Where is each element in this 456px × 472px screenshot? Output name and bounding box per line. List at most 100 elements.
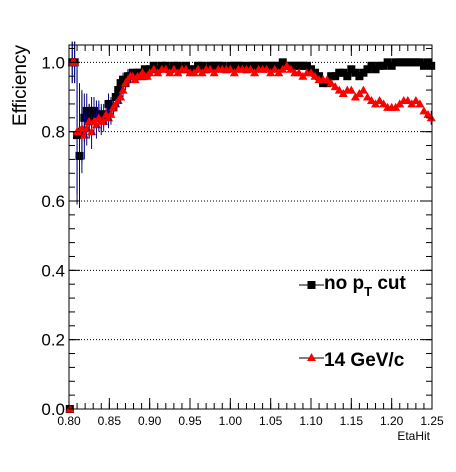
data-point bbox=[331, 72, 340, 81]
data-point bbox=[403, 58, 412, 67]
data-point bbox=[335, 68, 344, 77]
data-point bbox=[286, 64, 296, 73]
data-point bbox=[419, 106, 429, 115]
data-point bbox=[330, 82, 340, 91]
data-point bbox=[362, 92, 372, 101]
data-point bbox=[367, 95, 376, 104]
y-tick-label: 1.0 bbox=[41, 53, 65, 72]
data-point bbox=[274, 61, 283, 70]
legend-label-main: no p bbox=[324, 273, 364, 294]
data-point bbox=[118, 85, 128, 94]
data-point bbox=[290, 61, 299, 70]
legend-label-14-gev: 14 GeV/c bbox=[324, 350, 405, 371]
legend-marker-triangle bbox=[307, 353, 316, 361]
data-point bbox=[371, 65, 380, 74]
tick-labels: 0.0 0.2 0.4 0.6 0.8 1.0 0.80 0.85 0.90 0.95 1.00 1.… bbox=[41, 53, 444, 428]
y-tick-label: 0.4 bbox=[41, 261, 65, 280]
data-point bbox=[383, 58, 392, 67]
x-tick-label: 1.05 bbox=[259, 414, 283, 428]
data-point bbox=[114, 86, 123, 95]
y-tick-label: 0.8 bbox=[41, 123, 65, 142]
data-point bbox=[326, 78, 336, 87]
legend-label-end: cut bbox=[372, 273, 406, 294]
data-point bbox=[411, 58, 420, 67]
x-tick-label: 1.00 bbox=[219, 414, 243, 428]
legend: no pT cut 14 GeV/c bbox=[299, 273, 407, 371]
legend-entry-14-gev: 14 GeV/c bbox=[299, 350, 405, 371]
data-point bbox=[173, 61, 182, 70]
data-point bbox=[310, 71, 320, 80]
legend-marker-square bbox=[307, 281, 316, 289]
data-point bbox=[262, 64, 272, 73]
data-point bbox=[302, 61, 311, 70]
y-tick-label: 0.0 bbox=[41, 400, 65, 419]
data-point bbox=[294, 68, 304, 77]
x-tick-label: 0.80 bbox=[57, 414, 81, 428]
data-point bbox=[210, 61, 219, 70]
x-tick-label: 1.25 bbox=[420, 414, 444, 428]
y-tick-label: 0.2 bbox=[41, 331, 65, 350]
data-point bbox=[415, 99, 425, 108]
data-point bbox=[375, 95, 385, 104]
data-point bbox=[355, 72, 364, 81]
data-point bbox=[306, 68, 316, 77]
plot-frame bbox=[68, 44, 433, 410]
data-point bbox=[379, 61, 388, 70]
data-point bbox=[106, 109, 116, 118]
data-point bbox=[250, 61, 259, 70]
data-point bbox=[375, 61, 384, 70]
data-point bbox=[358, 85, 368, 94]
x-tick-label: 0.85 bbox=[98, 414, 122, 428]
data-point bbox=[419, 61, 428, 70]
data-point bbox=[407, 58, 416, 67]
grid-lines bbox=[69, 61, 432, 341]
data-point bbox=[367, 61, 376, 70]
data-point bbox=[399, 58, 408, 67]
axis-ticks bbox=[68, 45, 433, 410]
x-tick-label: 0.95 bbox=[178, 414, 202, 428]
data-point bbox=[198, 61, 207, 70]
data-point bbox=[391, 58, 400, 67]
legend-label-no-pt-cut: no pT cut bbox=[324, 273, 407, 299]
x-tick-label: 0.90 bbox=[138, 414, 162, 428]
legend-entry-no-pt-cut: no pT cut bbox=[299, 273, 407, 299]
data-point bbox=[351, 68, 360, 77]
data-point bbox=[270, 64, 280, 73]
data-point bbox=[205, 64, 215, 73]
data-point bbox=[266, 61, 275, 70]
data-point bbox=[282, 61, 292, 70]
data-point bbox=[161, 64, 171, 73]
x-axis-label: EtaHit bbox=[397, 429, 430, 443]
data-point bbox=[427, 61, 436, 70]
y-tick-label: 0.6 bbox=[41, 192, 65, 211]
data-point bbox=[359, 68, 368, 77]
data-point bbox=[116, 92, 126, 101]
data-point bbox=[181, 64, 191, 73]
data-point bbox=[225, 64, 235, 73]
data-point bbox=[387, 61, 396, 70]
data-point bbox=[334, 85, 344, 94]
data-point bbox=[347, 65, 356, 74]
data-point bbox=[346, 85, 356, 94]
data-point bbox=[411, 95, 421, 104]
x-tick-label: 1.20 bbox=[380, 414, 404, 428]
data-point bbox=[379, 99, 389, 108]
data-point bbox=[278, 58, 287, 67]
data-point bbox=[339, 68, 348, 77]
data-point bbox=[363, 65, 372, 74]
data-point bbox=[395, 58, 404, 67]
data-point bbox=[327, 72, 336, 81]
data-point bbox=[169, 64, 179, 73]
data-point bbox=[322, 75, 332, 84]
y-axis-label: Efficiency bbox=[10, 45, 31, 126]
data-point bbox=[230, 61, 239, 70]
data-point bbox=[193, 64, 203, 73]
data-point bbox=[415, 58, 424, 67]
data-point bbox=[403, 95, 413, 104]
x-tick-label: 1.15 bbox=[340, 414, 364, 428]
data-point bbox=[343, 72, 352, 81]
data-point bbox=[246, 64, 255, 73]
data-point bbox=[294, 61, 303, 70]
data-point bbox=[298, 61, 307, 70]
